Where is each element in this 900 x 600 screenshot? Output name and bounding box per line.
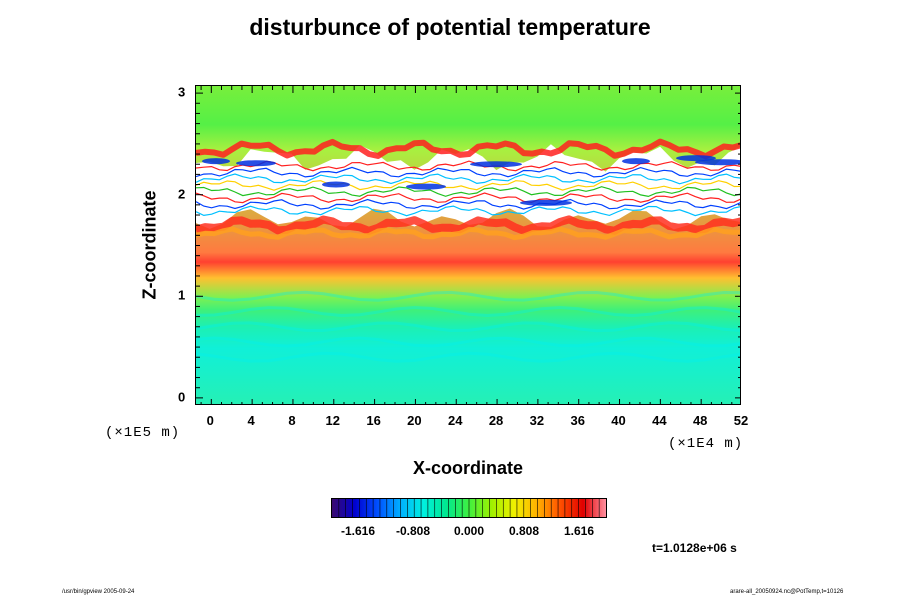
colorbar-divisions bbox=[338, 499, 600, 517]
time-label: t=1.0128e+06 s bbox=[652, 541, 737, 555]
x-tick-label: 16 bbox=[366, 413, 381, 428]
x-tick-label: 32 bbox=[529, 413, 545, 428]
negative-patch bbox=[695, 159, 740, 166]
lower-orange-fringe bbox=[196, 226, 740, 241]
negative-patch bbox=[236, 160, 276, 167]
cyan-streak bbox=[196, 351, 740, 363]
x-tick-label: 52 bbox=[733, 413, 749, 428]
x-tick-label: 28 bbox=[488, 413, 504, 428]
y-axis-unit: (×1E5 m) bbox=[105, 425, 181, 441]
core-contour bbox=[196, 205, 740, 217]
core-contour bbox=[196, 166, 740, 178]
core-contour bbox=[196, 180, 740, 191]
footer-left: /usr/bin/gpview 2005-09-24 bbox=[62, 589, 135, 595]
x-tick-label: 4 bbox=[247, 413, 255, 428]
colorbar-label: 0.808 bbox=[508, 524, 540, 538]
negative-patch bbox=[202, 158, 230, 165]
x-tick-label: 20 bbox=[407, 413, 422, 428]
colorbar-label: -0.808 bbox=[395, 524, 431, 538]
y-tick-label: 2 bbox=[178, 186, 186, 202]
footer-right: arare-all_20050924.nc@PotTemp,t=10126 bbox=[730, 589, 844, 595]
negative-patch bbox=[322, 181, 350, 188]
chart-title: disturbunce of potential temperature bbox=[249, 14, 651, 40]
cyan-streak bbox=[196, 305, 740, 318]
x-tick-label: 8 bbox=[288, 413, 296, 428]
x-axis-label: X-coordinate bbox=[412, 458, 523, 478]
plot-area bbox=[195, 85, 741, 405]
core-contour bbox=[196, 160, 740, 172]
y-tick-label: 1 bbox=[178, 287, 186, 303]
core-contour bbox=[196, 192, 740, 204]
upper-red-fringe bbox=[196, 138, 740, 160]
x-tick-label: 44 bbox=[652, 413, 667, 428]
cyan-streak bbox=[196, 336, 740, 348]
y-axis-label: Z-coordinate bbox=[139, 190, 160, 300]
saturated-core bbox=[196, 144, 740, 230]
negative-patch bbox=[622, 158, 650, 165]
x-axis-unit: (×1E4 m) bbox=[668, 436, 744, 452]
heatmap-field bbox=[196, 86, 740, 404]
negative-patch bbox=[470, 161, 522, 168]
core-contour bbox=[196, 186, 740, 198]
negative-patch bbox=[520, 199, 572, 206]
colorbar bbox=[331, 498, 607, 518]
x-tick-label: 48 bbox=[692, 413, 708, 428]
core-contour bbox=[196, 173, 740, 185]
colorbar-label: -1.616 bbox=[340, 524, 376, 538]
cyan-streak bbox=[196, 290, 740, 302]
x-tick-label: 36 bbox=[570, 413, 585, 428]
x-tick-label: 40 bbox=[611, 413, 626, 428]
x-tick-label: 12 bbox=[325, 413, 340, 428]
y-tick-label: 0 bbox=[178, 389, 186, 405]
x-tick-label: 24 bbox=[448, 413, 463, 428]
colorbar-label: 1.616 bbox=[563, 524, 595, 538]
colorbar-label: 0.000 bbox=[453, 524, 485, 538]
negative-patch bbox=[676, 155, 716, 162]
negative-patch bbox=[406, 183, 446, 190]
y-tick-label: 3 bbox=[178, 84, 186, 100]
core-contour bbox=[196, 198, 740, 210]
cyan-streak bbox=[196, 321, 740, 333]
x-tick-label: 0 bbox=[206, 413, 214, 428]
lower-red-fringe bbox=[196, 215, 740, 235]
